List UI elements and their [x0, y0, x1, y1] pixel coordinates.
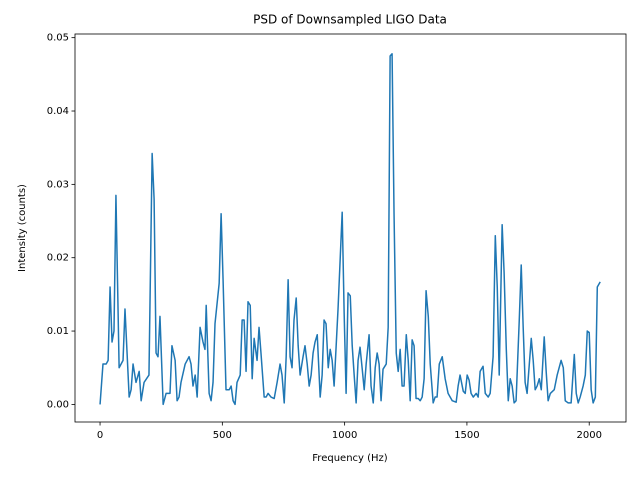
plot-frame — [74, 33, 627, 423]
x-tick-label: 0 — [97, 430, 103, 441]
x-tick-label: 1000 — [332, 430, 357, 441]
y-tick-label: 0.01 — [47, 326, 69, 337]
y-axis-label: Intensity (counts) — [17, 184, 28, 272]
y-tick-label: 0.05 — [47, 33, 69, 44]
x-axis-label: Frequency (Hz) — [312, 453, 388, 464]
x-tick-label: 1500 — [454, 430, 479, 441]
line-series — [99, 53, 601, 406]
chart-title: PSD of Downsampled LIGO Data — [253, 13, 447, 27]
y-tick-label: 0.00 — [47, 399, 69, 410]
x-tick-label: 500 — [213, 430, 232, 441]
x-tick-label: 2000 — [576, 430, 601, 441]
y-tick-label: 0.03 — [47, 179, 69, 190]
y-tick-label: 0.02 — [47, 253, 69, 264]
y-tick-label: 0.04 — [47, 106, 69, 117]
